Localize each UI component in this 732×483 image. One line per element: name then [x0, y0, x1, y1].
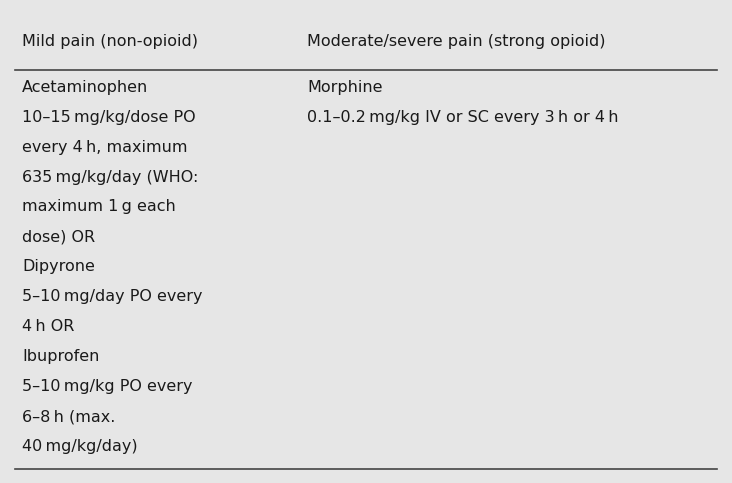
Text: 635 mg/kg/day (WHO:: 635 mg/kg/day (WHO:	[22, 170, 198, 185]
Text: maximum 1 g each: maximum 1 g each	[22, 199, 176, 214]
Text: Acetaminophen: Acetaminophen	[22, 80, 148, 95]
Text: Dipyrone: Dipyrone	[22, 259, 95, 274]
Text: 5–10 mg/kg PO every: 5–10 mg/kg PO every	[22, 379, 193, 394]
Text: 10–15 mg/kg/dose PO: 10–15 mg/kg/dose PO	[22, 110, 195, 125]
Text: 4 h OR: 4 h OR	[22, 319, 75, 334]
Text: 5–10 mg/day PO every: 5–10 mg/day PO every	[22, 289, 203, 304]
Text: 6–8 h (max.: 6–8 h (max.	[22, 409, 116, 424]
Text: Ibuprofen: Ibuprofen	[22, 349, 100, 364]
Text: Morphine: Morphine	[307, 80, 383, 95]
Text: Moderate/severe pain (strong opioid): Moderate/severe pain (strong opioid)	[307, 34, 606, 49]
Text: Mild pain (non-opioid): Mild pain (non-opioid)	[22, 34, 198, 49]
Text: dose) OR: dose) OR	[22, 229, 95, 244]
Text: 40 mg/kg/day): 40 mg/kg/day)	[22, 439, 138, 454]
Text: every 4 h, maximum: every 4 h, maximum	[22, 140, 187, 155]
Text: 0.1–0.2 mg/kg IV or SC every 3 h or 4 h: 0.1–0.2 mg/kg IV or SC every 3 h or 4 h	[307, 110, 619, 125]
